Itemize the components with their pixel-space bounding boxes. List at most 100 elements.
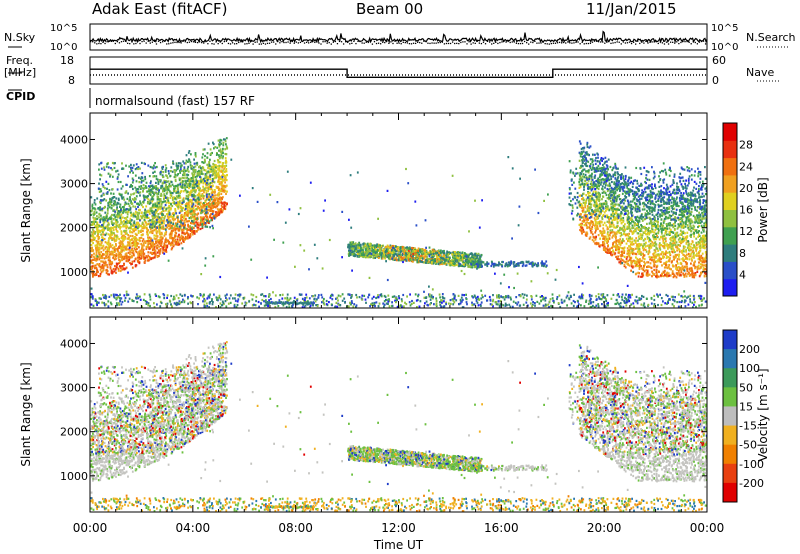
power-cell [114, 216, 117, 219]
power-cell [159, 180, 162, 183]
power-cell [112, 223, 114, 226]
power-cell [485, 262, 488, 266]
power-cell [359, 249, 362, 252]
nsearch-point [408, 42, 411, 45]
power-cell [136, 243, 138, 246]
power-cell [105, 215, 108, 218]
nsearch-point [254, 41, 256, 43]
power-cell [100, 233, 102, 236]
nsearch-point [377, 42, 380, 44]
power-cell [211, 180, 214, 183]
nsearch-point [246, 43, 248, 45]
power-cell [150, 180, 152, 183]
nsearch-point [608, 40, 610, 43]
power-cell [131, 266, 134, 269]
power-cell [101, 231, 104, 234]
power-cell [217, 189, 220, 192]
power-cell [123, 229, 126, 232]
power-cell [122, 211, 124, 214]
power-cell [218, 164, 221, 167]
power-cell [411, 246, 413, 250]
power-cell [198, 189, 200, 192]
power-cell [146, 246, 148, 249]
power-cell [541, 260, 543, 263]
power-cell [179, 168, 182, 171]
power-cell [115, 252, 118, 256]
nsearch-point [702, 40, 705, 42]
power-cell [171, 225, 173, 228]
power-cell [121, 237, 124, 240]
power-cell [415, 254, 417, 257]
power-cell [149, 247, 152, 250]
power-cell [90, 210, 92, 213]
power-cell [140, 253, 143, 256]
power-cell [184, 235, 187, 239]
power-cell [116, 214, 118, 217]
power-cell [184, 212, 186, 215]
power-cell [99, 201, 101, 204]
power-cell [464, 256, 467, 259]
power-cell [179, 181, 182, 184]
power-cell [543, 262, 545, 265]
nsearch-point [375, 42, 378, 45]
power-cell [109, 202, 112, 205]
power-cell [126, 244, 129, 247]
power-cell [134, 258, 137, 261]
power-cell [371, 249, 374, 253]
power-cell [211, 192, 213, 195]
power-cell [366, 254, 369, 257]
nsearch-point [199, 41, 201, 43]
power-cell [152, 256, 155, 259]
power-cell [188, 181, 191, 184]
power-cell [146, 230, 148, 234]
nsearch-point [571, 42, 573, 44]
power-cell [440, 256, 443, 260]
power-cell [200, 189, 203, 192]
power-cell [389, 256, 392, 259]
power-cell [102, 260, 104, 263]
power-cell [471, 256, 474, 259]
nsearch-point [657, 42, 659, 45]
power-cell [376, 253, 379, 256]
power-cell [189, 233, 192, 236]
power-cell [405, 252, 407, 255]
power-cell [464, 260, 467, 263]
power-cell [183, 176, 185, 179]
power-cell [182, 190, 185, 193]
power-cell [106, 209, 109, 212]
power-cell [156, 192, 158, 195]
power-cell [211, 224, 214, 227]
power-cell [98, 251, 100, 254]
power-cell [90, 255, 93, 259]
power-cell [187, 183, 190, 186]
power-cell [166, 215, 169, 218]
power-cell [354, 248, 357, 251]
power-cell [506, 264, 509, 267]
power-cell [347, 243, 350, 246]
power-cell [112, 192, 115, 195]
power-cell [210, 203, 212, 206]
power-cell [111, 197, 114, 200]
power-cell [203, 205, 206, 208]
power-cell [392, 244, 394, 248]
power-cell [106, 219, 109, 222]
power-cell [185, 217, 187, 220]
power-cell [124, 237, 126, 240]
power-cell [90, 234, 93, 237]
power-cell [463, 253, 465, 256]
power-cell [168, 227, 171, 230]
power-cell [164, 224, 167, 227]
power-cell [131, 202, 134, 205]
power-cell [407, 251, 410, 255]
power-cell [197, 196, 200, 199]
power-cell [152, 198, 155, 201]
power-cell [195, 162, 198, 165]
power-cell [411, 251, 414, 254]
power-cell [117, 225, 120, 228]
power-cell [382, 244, 384, 247]
power-cell [111, 168, 114, 171]
power-cell [441, 260, 443, 263]
power-cell [193, 162, 196, 165]
power-cell [151, 196, 154, 199]
power-cell [186, 169, 189, 172]
